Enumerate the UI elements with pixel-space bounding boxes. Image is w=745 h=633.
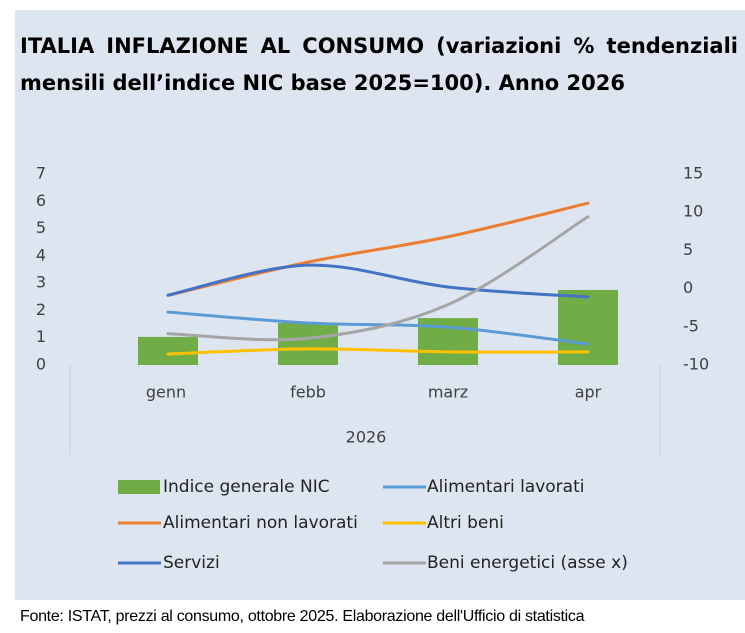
line [166,201,590,297]
bar [278,322,338,365]
x-tick-label: genn [146,383,186,402]
bar [558,289,618,365]
legend-label: Alimentari non lavorati [163,513,358,533]
y-tick-label: 7 [36,164,46,183]
y2-tick-label: 10 [683,202,703,221]
bar [138,336,198,365]
x-tick-label: apr [575,383,602,402]
legend-swatch [118,480,160,494]
y-tick-label: 6 [36,191,46,210]
source-note: Fonte: ISTAT, prezzi al consumo, ottobre… [20,608,585,625]
legend-label: Alimentari lavorati [427,477,584,497]
y2-tick-label: 0 [683,278,693,297]
chart-title: ITALIA INFLAZIONE AL CONSUMO (variazioni… [20,34,738,95]
y-tick-label: 3 [36,273,46,292]
y2-tick-label: 15 [683,164,703,183]
x-tick-label: febb [290,383,326,402]
x-group-label: 2026 [346,428,387,447]
line [166,215,590,342]
y2-tick-label: -10 [683,355,709,374]
legend-label: Beni energetici (asse x) [427,553,628,573]
legend-label: Servizi [163,553,220,573]
line [166,310,590,346]
legend-label: Altri beni [427,513,504,533]
line [166,263,590,299]
y2-tick-label: -5 [683,316,699,335]
y2-tick-label: 5 [683,240,693,259]
y-tick-label: 2 [36,300,46,319]
chart: 0 1 2 3 4 5 6 7 -10 -5 0 5 10 15 genn febb marz apr 2026 In… [36,164,709,574]
line [166,347,590,356]
x-tick-label: marz [428,383,468,402]
chart-panel [15,10,745,600]
y-tick-label: 0 [36,355,46,374]
y-tick-label: 4 [36,245,46,264]
legend-label: Indice generale NIC [163,477,330,497]
y-tick-label: 1 [36,327,46,346]
y-tick-label: 5 [36,218,46,237]
